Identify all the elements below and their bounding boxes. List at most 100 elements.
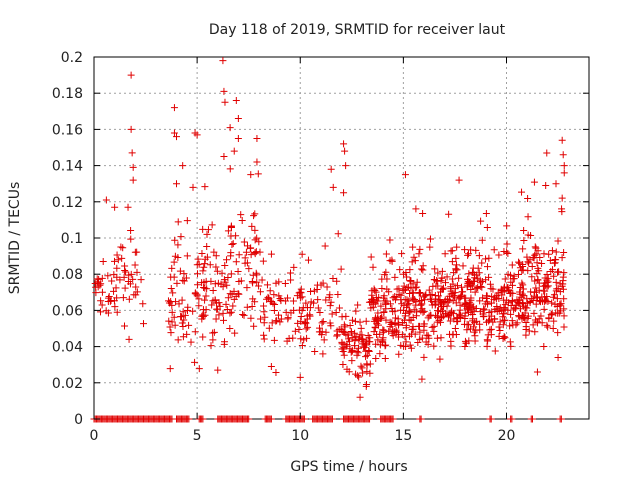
data-point: [447, 337, 455, 345]
data-point: [174, 336, 182, 344]
data-point: [173, 180, 180, 188]
data-point: [483, 263, 491, 271]
data-point: [170, 313, 178, 321]
data-point: [352, 307, 360, 315]
data-point: [495, 323, 503, 331]
data-point: [552, 248, 560, 256]
data-point: [137, 276, 145, 284]
data-point: [389, 326, 397, 334]
data-point: [133, 248, 141, 256]
data-point: [376, 330, 384, 338]
data-point: [320, 336, 328, 344]
data-point: [243, 303, 251, 311]
data-point: [464, 281, 472, 289]
data-point: [418, 305, 426, 313]
data-point: [449, 330, 457, 338]
data-point: [119, 244, 127, 252]
data-point: [425, 286, 433, 294]
data-point: [234, 268, 242, 276]
data-point: [374, 317, 382, 325]
data-point: [543, 278, 551, 286]
data-point: [503, 248, 511, 256]
data-point: [465, 303, 473, 311]
data-point: [403, 283, 411, 291]
data-point: [503, 222, 511, 230]
data-point: [376, 350, 384, 358]
data-point: [221, 98, 229, 106]
data-point: [110, 287, 118, 295]
data-point: [95, 275, 103, 283]
data-point: [497, 285, 505, 293]
data-point: [533, 269, 541, 277]
data-point: [375, 321, 383, 329]
data-point: [550, 259, 558, 267]
data-point: [319, 318, 327, 325]
data-point: [486, 280, 494, 288]
data-point: [519, 285, 527, 293]
data-point: [549, 325, 557, 333]
data-point: [98, 288, 106, 296]
data-point: [265, 324, 273, 332]
data-point: [357, 362, 365, 370]
data-point: [210, 248, 218, 256]
data-point: [207, 277, 215, 285]
data-point: [347, 348, 355, 356]
data-point: [129, 275, 137, 283]
data-point: [133, 288, 141, 296]
data-point: [256, 248, 264, 256]
data-point: [198, 279, 206, 287]
data-point: [224, 227, 232, 235]
data-point: [319, 279, 327, 287]
data-point: [121, 322, 129, 330]
data-point: [516, 259, 524, 267]
data-point: [327, 165, 335, 173]
data-point: [174, 218, 182, 226]
data-point: [509, 281, 517, 289]
data-point: [470, 328, 478, 336]
data-point: [415, 289, 423, 297]
data-point: [284, 294, 292, 302]
data-point: [419, 262, 427, 270]
data-point: [333, 332, 341, 340]
data-point: [253, 278, 261, 286]
data-point: [549, 266, 557, 274]
data-point: [433, 334, 441, 342]
data-point: [195, 260, 203, 268]
data-point: [220, 87, 228, 95]
data-point: [419, 308, 427, 316]
data-point: [433, 312, 441, 320]
data-point: [461, 246, 469, 254]
data-point: [540, 342, 548, 350]
data-point: [243, 259, 251, 267]
data-point: [552, 309, 560, 317]
data-point: [437, 318, 445, 326]
data-point: [409, 243, 417, 251]
data-point: [177, 233, 185, 241]
data-point: [322, 328, 330, 336]
data-point: [229, 302, 237, 310]
zero-point: [300, 415, 308, 423]
data-point: [129, 163, 137, 171]
data-point: [213, 267, 221, 275]
data-point: [261, 313, 269, 321]
data-point: [185, 321, 193, 329]
data-point: [209, 297, 217, 305]
data-point: [459, 288, 467, 296]
data-point: [195, 295, 203, 303]
data-point: [113, 251, 121, 259]
data-point: [519, 245, 527, 253]
data-point: [455, 176, 463, 184]
data-point: [284, 315, 292, 323]
data-point: [560, 323, 568, 331]
data-point: [402, 321, 410, 329]
data-point: [425, 334, 433, 342]
data-point: [348, 316, 356, 324]
data-point: [300, 336, 308, 344]
data-point: [329, 183, 337, 191]
data-point: [235, 251, 243, 259]
data-point: [201, 183, 209, 191]
data-point: [355, 344, 363, 352]
data-point: [490, 246, 498, 254]
zero-point: [528, 415, 536, 423]
data-point: [363, 351, 371, 359]
